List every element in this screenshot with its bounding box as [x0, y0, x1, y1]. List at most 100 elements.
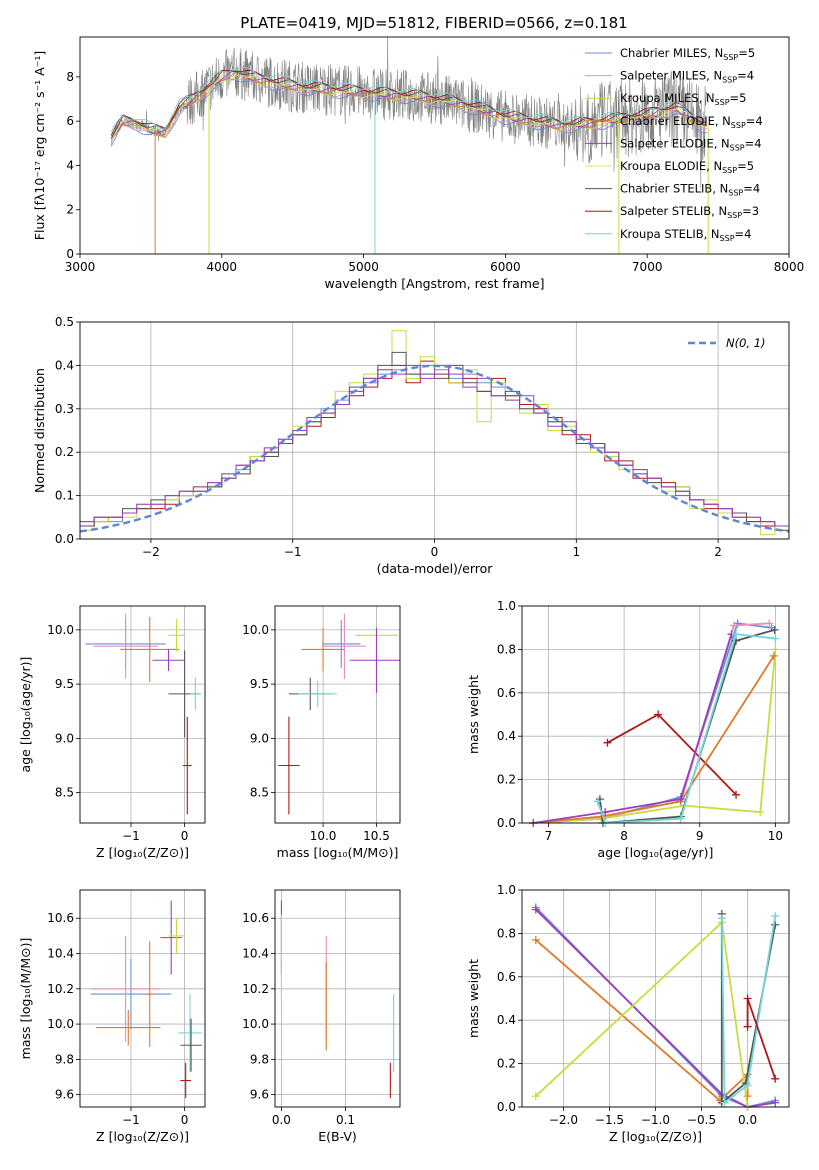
figure-title: PLATE=0419, MJD=51812, FIBERID=0566, z=0…	[240, 14, 627, 32]
mass-weight-marker	[771, 920, 780, 929]
legend-subscript: SSP	[723, 53, 738, 62]
y-tick-label: 0.0	[55, 532, 74, 546]
model-spectrum-line	[110, 66, 707, 132]
mass-weight-line	[720, 915, 777, 1105]
x-tick-label: 10.0	[310, 829, 337, 843]
mass-weight-marker	[771, 1098, 780, 1107]
legend-label: Salpeter STELIB, N	[620, 204, 727, 218]
x-tick-label: 0	[431, 545, 439, 559]
y-tick-label: 9.0	[55, 731, 74, 745]
mass-weight-line	[746, 998, 777, 1080]
y-tick-label: 1.0	[497, 883, 516, 897]
legend-label: Salpeter ELODIE, N	[620, 136, 730, 150]
mass-weight-line	[533, 633, 733, 823]
legend-label: Salpeter MILES, N	[620, 69, 722, 83]
y-tick-label: 0.0	[497, 816, 516, 830]
mass-weight-marker	[676, 814, 685, 823]
mass-weight-marker	[531, 1092, 540, 1101]
y-tick-label: 8	[66, 70, 74, 84]
y-tick-label: 9.0	[250, 731, 269, 745]
massweight_vs_age-frame	[521, 605, 790, 824]
y-tick-label: 2	[66, 203, 74, 217]
x-axis-label: wavelength [Angstrom, rest frame]	[324, 276, 544, 291]
x-tick-label: 0.1	[336, 1113, 355, 1127]
legend-entry: Kroupa STELIB, NSSP=4	[620, 227, 751, 243]
model-spectrum-line	[110, 69, 707, 136]
mass-weight-marker	[603, 738, 612, 747]
massweight_vs_Z-frame	[521, 889, 790, 1108]
x-tick-label: 6000	[490, 260, 521, 274]
legend-entry: Kroupa ELODIE, NSSP=5	[620, 159, 754, 175]
y-tick-label: 10.0	[242, 623, 269, 637]
y-tick-label: 10.6	[242, 911, 269, 925]
x-axis-label: Z [log₁₀(Z/Z⊙)]	[96, 1129, 189, 1144]
y-axis-label: age [log₁₀(age/yr)]	[18, 657, 33, 773]
legend-value: =3	[742, 204, 759, 218]
mass-weight-marker	[676, 795, 685, 804]
model-spectrum-line	[110, 69, 707, 140]
observed-spectrum	[110, 37, 708, 188]
y-tick-label: 10.2	[47, 982, 74, 996]
legend-value: =4	[746, 114, 763, 128]
y-tick-label: 6	[66, 114, 74, 128]
mass_vs_Z-frame	[79, 889, 206, 1108]
legend-value: =5	[737, 159, 754, 173]
x-tick-label: −1	[122, 1113, 140, 1127]
mass-weight-marker	[743, 1022, 752, 1031]
legend-label: Kroupa ELODIE, N	[620, 159, 722, 173]
legend-value: =5	[738, 46, 755, 60]
mass-weight-marker	[593, 797, 602, 806]
x-tick-label: 4000	[207, 260, 238, 274]
x-tick-label: 1	[572, 545, 580, 559]
y-tick-label: 9.6	[55, 1088, 74, 1102]
legend-subscript: SSP	[731, 121, 746, 130]
x-tick-label: −0.5	[687, 1113, 716, 1127]
x-axis-label: (data-model)/error	[377, 561, 494, 576]
legend-subscript: SSP	[715, 98, 730, 107]
y-tick-label: 0.0	[497, 1100, 516, 1114]
legend-value: =4	[745, 136, 762, 150]
y-tick-label: 9.8	[55, 1052, 74, 1066]
mass-weight-marker	[531, 935, 540, 944]
mass-weight-line	[607, 713, 737, 796]
y-tick-label: 4	[66, 158, 74, 172]
y-tick-label: 0.8	[497, 926, 516, 940]
y-tick-label: 9.6	[250, 1088, 269, 1102]
y-tick-label: 10.0	[242, 1017, 269, 1031]
residual-frame	[79, 321, 790, 540]
legend-subscript: SSP	[720, 234, 735, 243]
legend-value: =4	[735, 227, 752, 241]
y-tick-label: 0	[66, 247, 74, 261]
x-tick-label: −1.0	[641, 1113, 670, 1127]
legend-entry: Salpeter STELIB, NSSP=3	[620, 204, 759, 220]
y-axis-label: mass weight	[466, 675, 481, 754]
x-tick-label: 0.0	[272, 1113, 291, 1127]
model-spectrum-line	[110, 78, 707, 147]
x-tick-label: −1.5	[595, 1113, 624, 1127]
legend-subscript: SSP	[728, 189, 743, 198]
x-axis-label: Z [log₁₀(Z/Z⊙)]	[96, 845, 189, 860]
x-tick-label: 3000	[65, 260, 96, 274]
y-tick-label: 0.2	[497, 773, 516, 787]
y-tick-label: 0.6	[497, 970, 516, 984]
mass-weight-marker	[743, 1081, 752, 1090]
y-tick-label: 10.2	[242, 982, 269, 996]
y-tick-label: 10.0	[47, 623, 74, 637]
legend-label: Chabrier MILES, N	[620, 46, 723, 60]
legend-entry: Chabrier STELIB, NSSP=4	[620, 182, 760, 198]
mass-weight-marker	[756, 808, 765, 817]
mass-weight-marker	[732, 630, 741, 639]
legend-subscript: SSP	[722, 76, 737, 85]
mass-weight-marker	[601, 808, 610, 817]
mass-weight-marker	[771, 1074, 780, 1083]
legend-entry: Chabrier ELODIE, NSSP=4	[620, 114, 763, 130]
x-tick-label: 10	[768, 829, 783, 843]
legend-label: Chabrier ELODIE, N	[620, 114, 731, 128]
mass-weight-marker	[729, 621, 738, 630]
mass-weight-marker	[531, 905, 540, 914]
y-tick-label: 9.5	[55, 677, 74, 691]
mass-weight-marker	[771, 912, 780, 921]
y-tick-label: 9.8	[250, 1052, 269, 1066]
legend-label: Chabrier STELIB, N	[620, 182, 728, 196]
